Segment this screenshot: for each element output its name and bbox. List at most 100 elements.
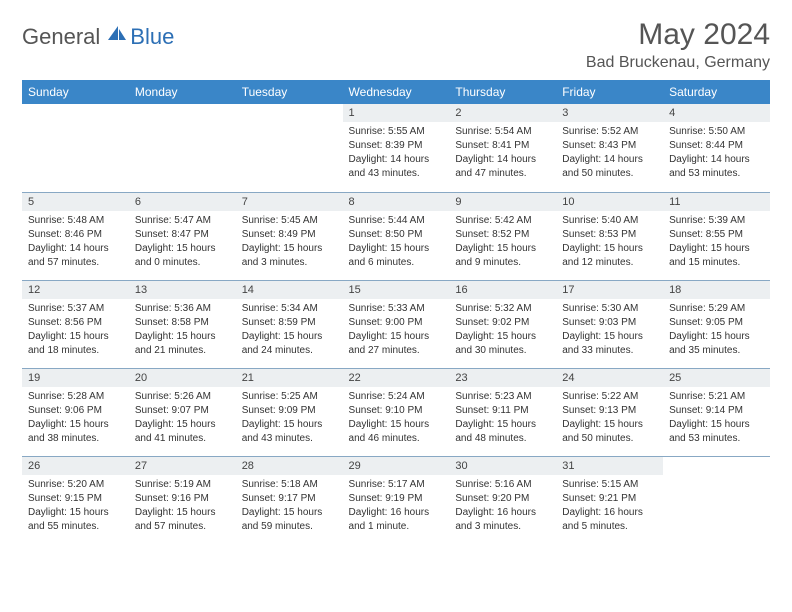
day-number: 10 [556,192,663,211]
day-number: 27 [129,456,236,475]
calendar-week-row: 12Sunrise: 5:37 AMSunset: 8:56 PMDayligh… [22,280,770,368]
daylight-line: Daylight: 15 hours and 41 minutes. [135,418,230,446]
calendar-page: General Blue May 2024 Bad Bruckenau, Ger… [0,0,792,554]
logo: General Blue [22,24,174,50]
day-content: Sunrise: 5:33 AMSunset: 9:00 PMDaylight:… [343,299,450,362]
day-number: 12 [22,280,129,299]
calendar-week-row: 19Sunrise: 5:28 AMSunset: 9:06 PMDayligh… [22,368,770,456]
sunset-line: Sunset: 9:11 PM [455,404,550,418]
day-number: 15 [343,280,450,299]
day-number: 18 [663,280,770,299]
calendar-week-row: 26Sunrise: 5:20 AMSunset: 9:15 PMDayligh… [22,456,770,544]
calendar-day-cell: 19Sunrise: 5:28 AMSunset: 9:06 PMDayligh… [22,368,129,456]
sunrise-line: Sunrise: 5:25 AM [242,390,337,404]
day-number: 13 [129,280,236,299]
daylight-line: Daylight: 15 hours and 24 minutes. [242,330,337,358]
daylight-line: Daylight: 15 hours and 30 minutes. [455,330,550,358]
sunrise-line: Sunrise: 5:48 AM [28,214,123,228]
calendar-day-cell: 11Sunrise: 5:39 AMSunset: 8:55 PMDayligh… [663,192,770,280]
day-content: Sunrise: 5:26 AMSunset: 9:07 PMDaylight:… [129,387,236,450]
weekday-header: Wednesday [343,80,450,104]
daylight-line: Daylight: 15 hours and 0 minutes. [135,242,230,270]
calendar-day-cell: 23Sunrise: 5:23 AMSunset: 9:11 PMDayligh… [449,368,556,456]
daylight-line: Daylight: 15 hours and 57 minutes. [135,506,230,534]
day-number: 21 [236,368,343,387]
sunrise-line: Sunrise: 5:42 AM [455,214,550,228]
calendar-week-row: 5Sunrise: 5:48 AMSunset: 8:46 PMDaylight… [22,192,770,280]
daylight-line: Daylight: 14 hours and 50 minutes. [562,153,657,181]
daylight-line: Daylight: 15 hours and 59 minutes. [242,506,337,534]
weekday-header: Monday [129,80,236,104]
sunset-line: Sunset: 8:50 PM [349,228,444,242]
day-content: Sunrise: 5:32 AMSunset: 9:02 PMDaylight:… [449,299,556,362]
header: General Blue May 2024 Bad Bruckenau, Ger… [22,18,770,72]
day-content: Sunrise: 5:39 AMSunset: 8:55 PMDaylight:… [663,211,770,274]
sunrise-line: Sunrise: 5:32 AM [455,302,550,316]
sunset-line: Sunset: 9:13 PM [562,404,657,418]
sunrise-line: Sunrise: 5:37 AM [28,302,123,316]
daylight-line: Daylight: 14 hours and 53 minutes. [669,153,764,181]
sunset-line: Sunset: 9:07 PM [135,404,230,418]
sunset-line: Sunset: 9:09 PM [242,404,337,418]
sunset-line: Sunset: 9:17 PM [242,492,337,506]
calendar-day-cell: 3Sunrise: 5:52 AMSunset: 8:43 PMDaylight… [556,104,663,192]
daylight-line: Daylight: 16 hours and 5 minutes. [562,506,657,534]
weekday-header: Tuesday [236,80,343,104]
day-content: Sunrise: 5:50 AMSunset: 8:44 PMDaylight:… [663,122,770,185]
sunrise-line: Sunrise: 5:36 AM [135,302,230,316]
daylight-line: Daylight: 15 hours and 15 minutes. [669,242,764,270]
day-number: 14 [236,280,343,299]
calendar-day-cell: 18Sunrise: 5:29 AMSunset: 9:05 PMDayligh… [663,280,770,368]
daylight-line: Daylight: 15 hours and 35 minutes. [669,330,764,358]
calendar-day-cell: 21Sunrise: 5:25 AMSunset: 9:09 PMDayligh… [236,368,343,456]
daylight-line: Daylight: 14 hours and 47 minutes. [455,153,550,181]
calendar-day-cell: 13Sunrise: 5:36 AMSunset: 8:58 PMDayligh… [129,280,236,368]
daylight-line: Daylight: 15 hours and 3 minutes. [242,242,337,270]
calendar-day-cell [236,104,343,192]
day-number: 17 [556,280,663,299]
sunset-line: Sunset: 9:05 PM [669,316,764,330]
calendar-day-cell: 28Sunrise: 5:18 AMSunset: 9:17 PMDayligh… [236,456,343,544]
day-number: 30 [449,456,556,475]
day-content: Sunrise: 5:20 AMSunset: 9:15 PMDaylight:… [22,475,129,538]
day-content: Sunrise: 5:16 AMSunset: 9:20 PMDaylight:… [449,475,556,538]
daylight-line: Daylight: 15 hours and 55 minutes. [28,506,123,534]
calendar-day-cell [663,456,770,544]
day-number: 1 [343,104,450,122]
daylight-line: Daylight: 15 hours and 27 minutes. [349,330,444,358]
day-content: Sunrise: 5:24 AMSunset: 9:10 PMDaylight:… [343,387,450,450]
sunrise-line: Sunrise: 5:50 AM [669,125,764,139]
daylight-line: Daylight: 15 hours and 21 minutes. [135,330,230,358]
day-number: 26 [22,456,129,475]
calendar-day-cell: 25Sunrise: 5:21 AMSunset: 9:14 PMDayligh… [663,368,770,456]
day-number: 2 [449,104,556,122]
day-content: Sunrise: 5:48 AMSunset: 8:46 PMDaylight:… [22,211,129,274]
day-content: Sunrise: 5:15 AMSunset: 9:21 PMDaylight:… [556,475,663,538]
calendar-day-cell: 24Sunrise: 5:22 AMSunset: 9:13 PMDayligh… [556,368,663,456]
day-number: 5 [22,192,129,211]
calendar-day-cell: 22Sunrise: 5:24 AMSunset: 9:10 PMDayligh… [343,368,450,456]
day-number: 19 [22,368,129,387]
logo-text-general: General [22,24,100,50]
day-number: 23 [449,368,556,387]
sunrise-line: Sunrise: 5:34 AM [242,302,337,316]
calendar-day-cell: 5Sunrise: 5:48 AMSunset: 8:46 PMDaylight… [22,192,129,280]
sunrise-line: Sunrise: 5:52 AM [562,125,657,139]
sunrise-line: Sunrise: 5:26 AM [135,390,230,404]
calendar-day-cell: 9Sunrise: 5:42 AMSunset: 8:52 PMDaylight… [449,192,556,280]
daylight-line: Daylight: 15 hours and 48 minutes. [455,418,550,446]
sunrise-line: Sunrise: 5:44 AM [349,214,444,228]
day-content: Sunrise: 5:37 AMSunset: 8:56 PMDaylight:… [22,299,129,362]
sunset-line: Sunset: 8:49 PM [242,228,337,242]
calendar-day-cell: 26Sunrise: 5:20 AMSunset: 9:15 PMDayligh… [22,456,129,544]
sunset-line: Sunset: 9:10 PM [349,404,444,418]
day-number: 8 [343,192,450,211]
day-content: Sunrise: 5:30 AMSunset: 9:03 PMDaylight:… [556,299,663,362]
sunrise-line: Sunrise: 5:40 AM [562,214,657,228]
daylight-line: Daylight: 15 hours and 12 minutes. [562,242,657,270]
sunrise-line: Sunrise: 5:19 AM [135,478,230,492]
sunset-line: Sunset: 8:44 PM [669,139,764,153]
sunset-line: Sunset: 8:46 PM [28,228,123,242]
weekday-header: Thursday [449,80,556,104]
calendar-day-cell: 29Sunrise: 5:17 AMSunset: 9:19 PMDayligh… [343,456,450,544]
